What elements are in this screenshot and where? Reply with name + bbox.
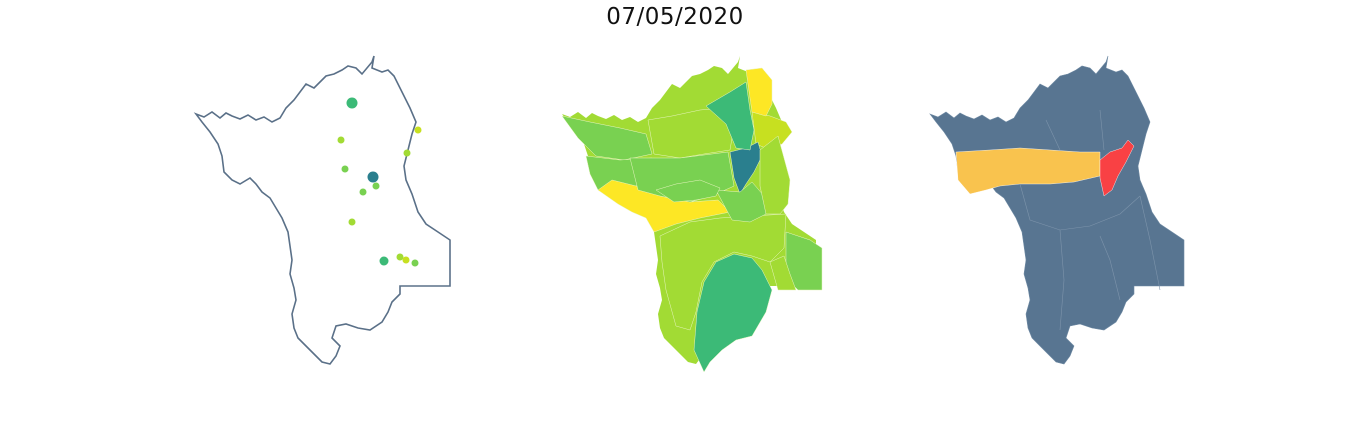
choropleth-region [759, 135, 791, 215]
map-choropleth-panel [561, 56, 823, 373]
region-border [1045, 119, 1061, 151]
map-point [337, 136, 345, 144]
region-border [1059, 229, 1065, 331]
choropleth-region [745, 67, 773, 117]
map-date-title: 07/05/2020 [606, 4, 744, 30]
map-point [403, 149, 411, 157]
region-border [1099, 109, 1105, 151]
map-point [379, 256, 389, 266]
map-category-panel [929, 55, 1185, 365]
choropleth-region [705, 81, 755, 151]
category-region [955, 147, 1101, 195]
choropleth-regions [561, 67, 823, 373]
state-fill-3 [929, 55, 1185, 365]
choropleth-region [655, 179, 721, 203]
region-border [1099, 235, 1121, 301]
map-point [372, 182, 380, 190]
point-layer [337, 97, 422, 267]
map-point [411, 259, 419, 267]
category-region [1099, 139, 1135, 197]
map-point [367, 171, 379, 183]
map-points-panel [195, 55, 451, 365]
state-outline-1 [195, 55, 451, 365]
map-point [348, 218, 356, 226]
map-point [346, 97, 358, 109]
map-point [414, 126, 422, 134]
map-point [341, 165, 349, 173]
map-point [396, 253, 404, 261]
map-point [402, 256, 410, 264]
region-border [1139, 195, 1161, 291]
choropleth-region [693, 253, 773, 373]
category-regions [955, 109, 1161, 331]
choropleth-region [561, 115, 653, 161]
choropleth-region [769, 255, 797, 291]
region-border [1019, 183, 1141, 231]
map-point [359, 188, 367, 196]
